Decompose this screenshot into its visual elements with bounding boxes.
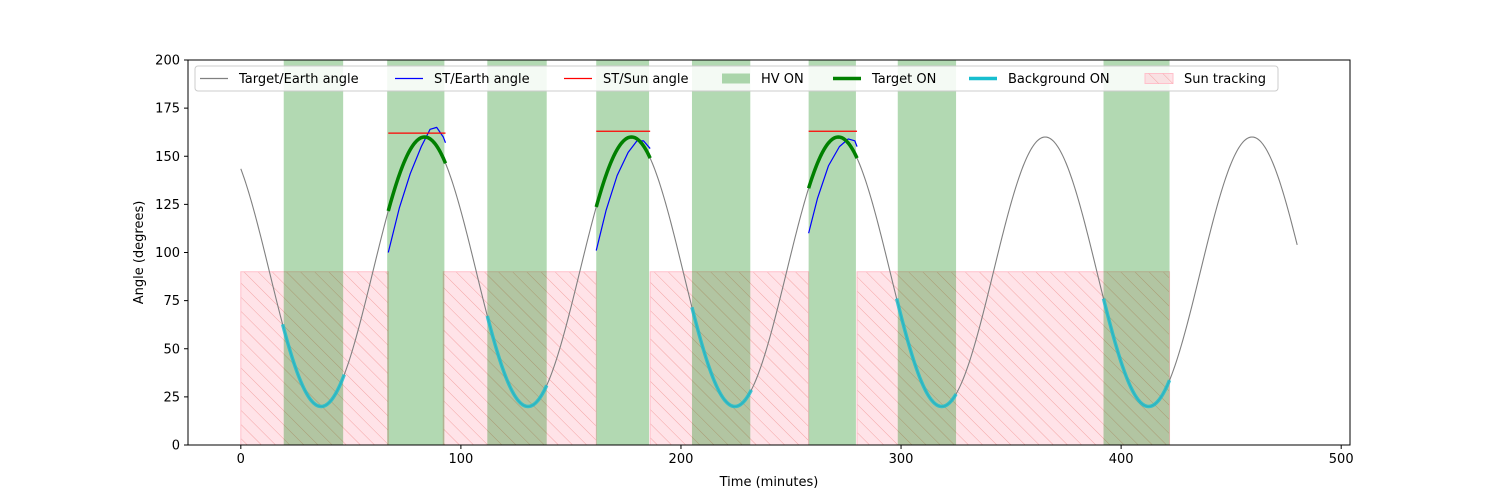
legend-label-3: HV ON: [761, 72, 804, 87]
y-tick-label-0: 0: [172, 439, 180, 454]
background-on-segment-3: [894, 298, 958, 409]
hv-on-band-1: [387, 60, 445, 445]
legend-item-st-earth: ST/Earth angle: [395, 72, 530, 87]
background-on-segment-0: [280, 323, 346, 409]
sun-tracking-hatch-1: [442, 271, 597, 445]
target-on-segment-2: [806, 135, 859, 189]
legend-item-sun-tracking: Sun tracking: [1144, 72, 1266, 87]
y-tick-label-50: 50: [163, 342, 180, 357]
hv-on-band-4: [691, 60, 751, 445]
plot-area: [240, 60, 1298, 445]
x-tick-label-500: 500: [1329, 452, 1354, 467]
legend-label-6: Sun tracking: [1184, 72, 1266, 87]
target-on-segment-0: [386, 135, 448, 212]
background-on-segment-4: [1101, 298, 1172, 409]
sun-tracking-hatch-3: [856, 271, 1171, 445]
legend-swatch-3: [722, 73, 750, 84]
legend-item-st-sun: ST/Sun angle: [564, 72, 689, 87]
y-tick-label-150: 150: [155, 150, 180, 165]
y-tick-label-125: 125: [155, 198, 180, 213]
legend-label-5: Background ON: [1008, 72, 1110, 87]
legend-item-target-on: Target ON: [833, 72, 936, 87]
legend-item-target-earth: Target/Earth angle: [200, 72, 359, 87]
x-tick-label-200: 200: [669, 452, 694, 467]
background-on-segment-1: [485, 315, 549, 409]
x-axis-label: Time (minutes): [719, 475, 819, 490]
hv-on-band-0: [283, 60, 344, 445]
y-tick-label-100: 100: [155, 246, 180, 261]
background-on-segment-2: [690, 306, 753, 409]
legend-label-1: ST/Earth angle: [434, 72, 530, 87]
legend-label-2: ST/Sun angle: [603, 72, 689, 87]
hv-on-band-7: [1103, 60, 1170, 445]
x-tick-label-300: 300: [889, 452, 914, 467]
sun-tracking-hatch-2: [649, 271, 810, 445]
legend-box: [194, 65, 1279, 92]
legend-label-4: Target ON: [871, 72, 936, 87]
x-axis: 0 100 200 300 400 500: [237, 445, 1354, 467]
hv-on-band-3: [596, 60, 650, 445]
st-earth-line-1: [595, 140, 651, 251]
y-axis-label: Angle (degrees): [132, 201, 147, 305]
target-on-segment-1: [594, 135, 652, 208]
legend-swatch-hatch-6: [1145, 73, 1173, 84]
sun-tracking-hatch-0: [240, 271, 389, 445]
x-tick-label-400: 400: [1109, 452, 1134, 467]
hv-on-band-5: [808, 60, 856, 445]
legend-item-hv-on: HV ON: [722, 72, 804, 87]
legend-item-background-on: Background ON: [969, 72, 1110, 87]
st-earth-line-2: [808, 138, 858, 234]
y-tick-label-25: 25: [163, 390, 180, 405]
legend-label-0: Target/Earth angle: [238, 72, 359, 87]
y-tick-label-175: 175: [155, 102, 180, 117]
hv-on-band-6: [897, 60, 957, 445]
x-tick-label-100: 100: [448, 452, 473, 467]
y-tick-label-75: 75: [163, 294, 180, 309]
y-axis: 0 25 50 75 100 125 150 175 200: [155, 54, 188, 454]
y-tick-label-200: 200: [155, 54, 180, 69]
legend: Target/Earth angle ST/Earth angle ST/Sun a…: [194, 65, 1279, 92]
x-tick-label-0: 0: [237, 452, 245, 467]
hv-on-band-2: [487, 60, 547, 445]
